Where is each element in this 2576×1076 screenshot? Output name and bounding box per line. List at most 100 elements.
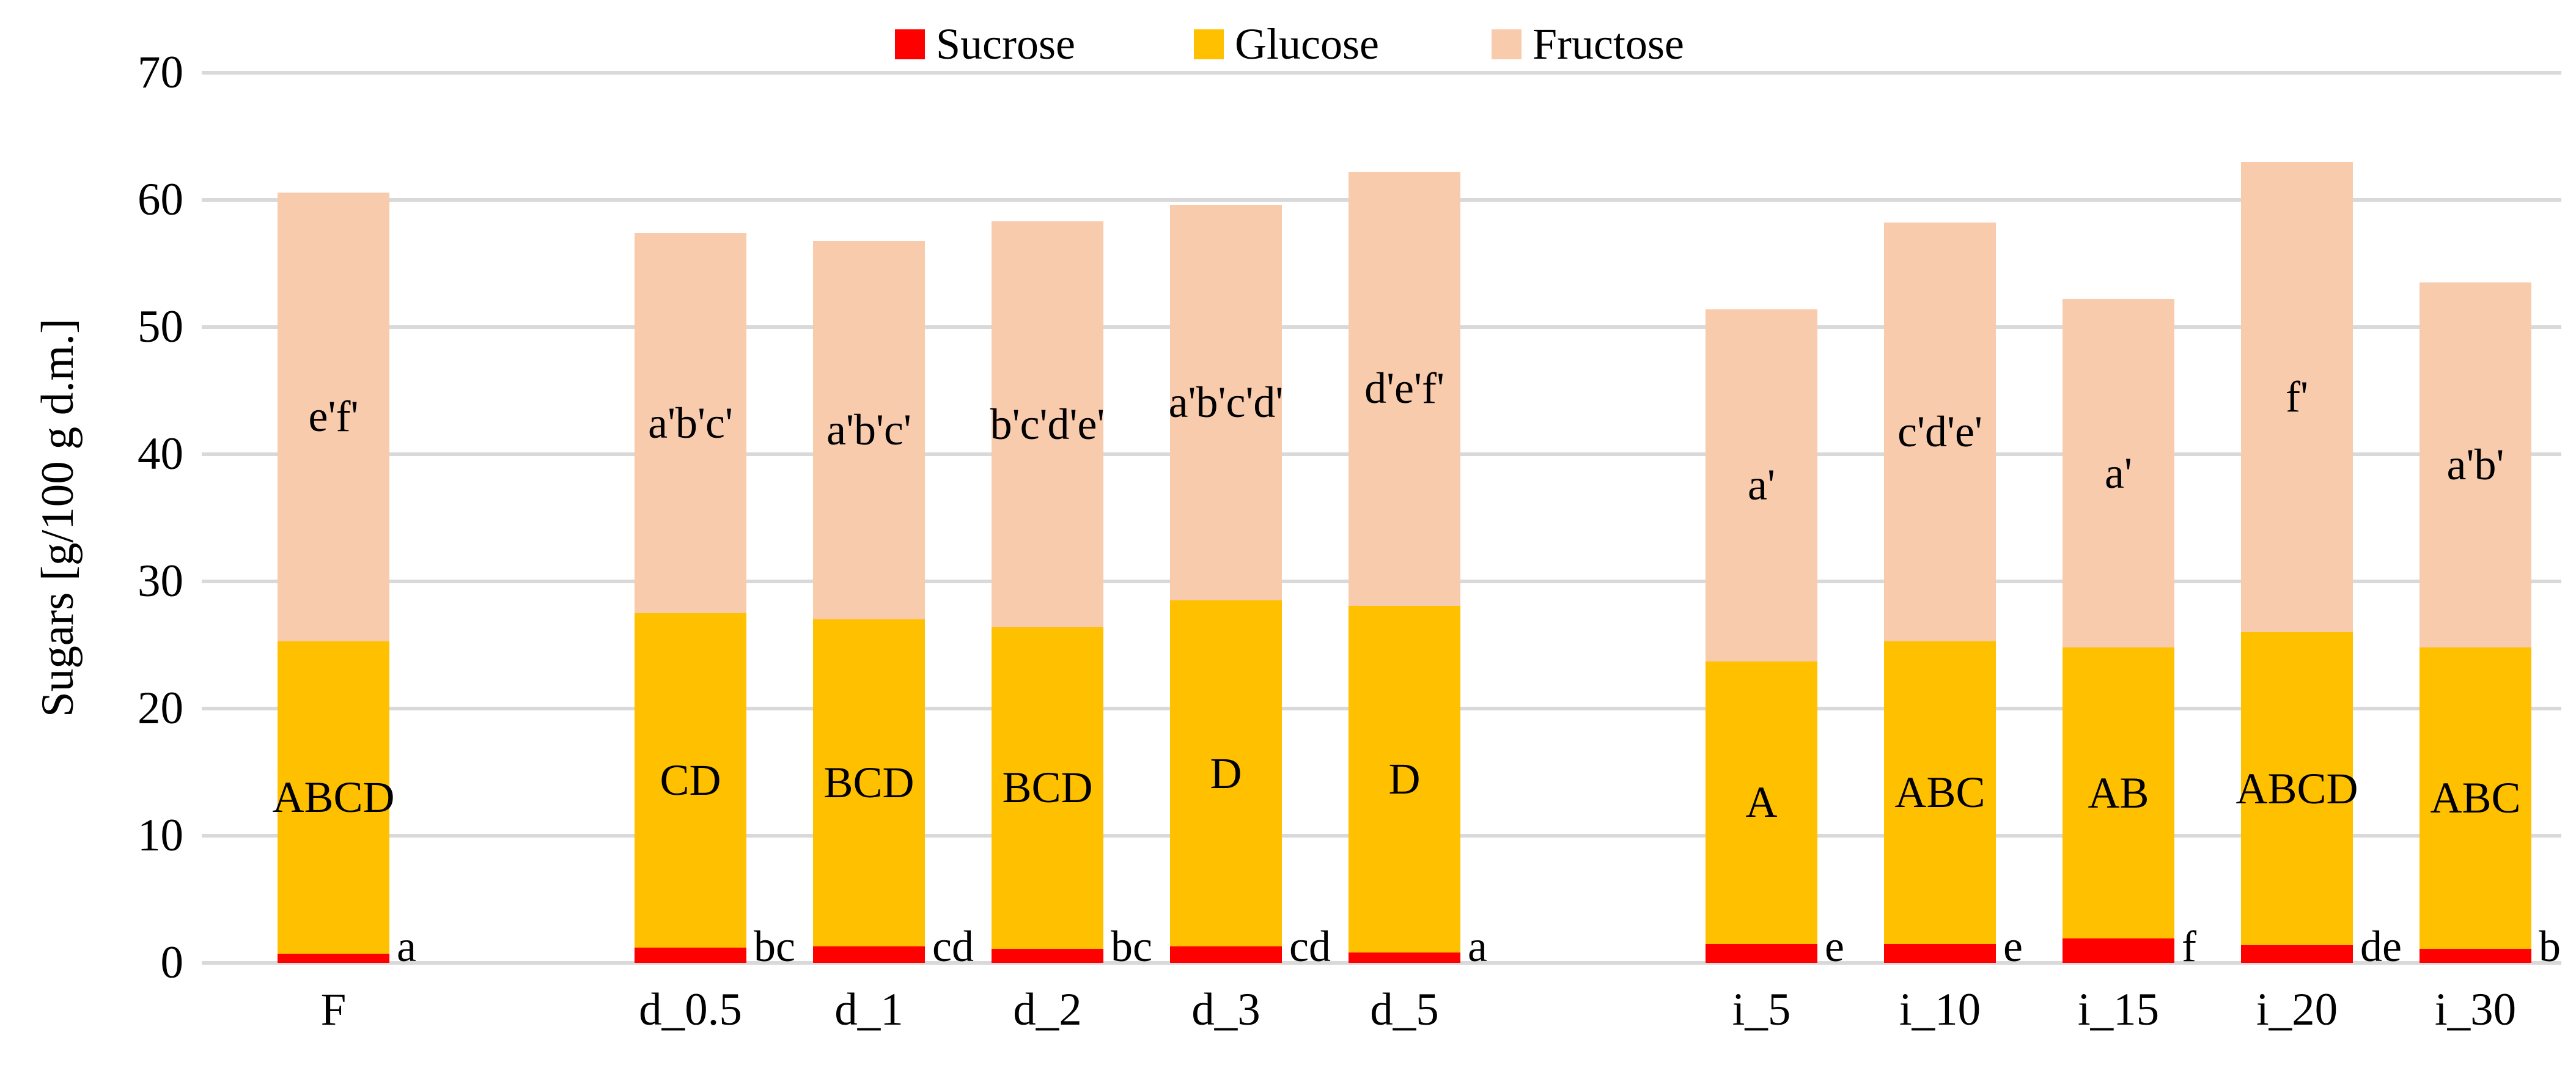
sucrose-significance-label: e [2003,922,2023,971]
sucrose-significance-label: bc [754,922,795,971]
segment-label-fructose: a'b'c' [648,398,733,448]
legend-swatch-glucose [1194,29,1224,59]
segment-label-glucose: BCD [1002,763,1093,813]
bar-segment-fructose: a'b'c'd' [1168,205,1284,601]
bar-segment-sucrose [635,948,746,963]
legend-label: Fructose [1533,20,1684,68]
x-axis-label: d_0.5 [639,984,742,1035]
bar-segment-fructose: a' [1706,309,1817,662]
x-axis-label: d_5 [1370,984,1439,1035]
bar-segment-fructose: a'b'c' [813,240,925,620]
bar-segment-fructose: f' [2241,161,2353,633]
x-axis-label: i_10 [1899,984,1981,1035]
segment-label-glucose: A [1745,778,1778,827]
sucrose-significance-label: f [2182,922,2196,971]
bar-segment-glucose: D [1170,600,1282,946]
legend-swatch-fructose [1492,29,1522,59]
sucrose-significance-label: de [2360,922,2402,971]
legend-item-glucose: Glucose [1194,20,1379,68]
segment-label-fructose: a'b' [2446,440,2504,490]
legend-swatch-sucrose [895,29,925,59]
bar-segment-glucose: CD [635,613,746,948]
sucrose-significance-label: e [1825,922,1844,971]
sucrose-significance-label: bc [1111,922,1152,971]
segment-label-glucose: ABCD [2236,764,2358,813]
bar-segment-sucrose [2241,945,2353,963]
bar-segment-glucose: BCD [992,627,1103,949]
bar-segment-fructose: e'f' [278,192,389,641]
y-axis-title: Sugars [g/100 g d.m.] [32,318,83,718]
bar-d_1: BCD a'b'c' [813,240,925,963]
y-axis-tick-label: 60 [138,174,183,225]
segment-label-glucose: D [1210,748,1242,798]
bar-segment-glucose: D [1349,605,1460,953]
segment-label-glucose: AB [2088,768,2149,817]
segment-label-fructose: f' [2286,372,2308,421]
bar-d_2: BCD b'c'd'e' [990,221,1105,963]
bar-segment-sucrose [1706,943,1817,963]
bar-i_10: ABC c'd'e' [1884,223,1996,963]
legend-item-sucrose: Sucrose [895,20,1075,68]
bar-segment-glucose: ABC [2420,647,2531,949]
x-axis-label: i_15 [2077,984,2160,1035]
bar-i_30: ABC a'b' [2420,282,2531,963]
y-axis-tick-label: 0 [160,937,184,988]
segment-label-glucose: BCD [823,758,914,808]
segment-label-fructose: a'b'c' [826,405,911,454]
x-axis-label: i_20 [2256,984,2338,1035]
sucrose-significance-label: b [2539,922,2561,971]
bar-segment-fructose: b'c'd'e' [990,221,1105,627]
legend-item-fructose: Fructose [1492,20,1684,68]
bar-segment-glucose: ABCD [2236,632,2358,945]
segment-label-glucose: D [1388,754,1421,803]
bar-i_20: ABCD f' [2236,161,2358,963]
y-axis-tick-label: 70 [138,47,183,98]
bar-d_0.5: CD a'b'c' [635,233,746,963]
gridline [202,71,2561,75]
bar-segment-fructose: a' [2063,299,2174,648]
bar-segment-fructose: a'b'c' [635,233,746,613]
bar-segment-sucrose [2063,938,2174,963]
bar-segment-glucose: ABCD [272,641,395,954]
x-axis-label: d_1 [834,984,903,1035]
sucrose-significance-label: a [397,922,416,971]
x-axis-label: i_5 [1732,984,1791,1035]
segment-label-fructose: a'b'c'd' [1168,378,1284,427]
sucrose-significance-label: cd [932,922,974,971]
sucrose-significance-label: a [1468,922,1487,971]
bar-segment-sucrose [278,954,389,963]
segment-label-glucose: ABCD [272,773,395,822]
segment-label-fructose: e'f' [308,392,359,441]
y-axis-tick-label: 50 [138,301,183,352]
bar-i_15: AB a' [2063,299,2174,963]
y-axis-tick-label: 20 [138,683,183,734]
bar-segment-fructose: d'e'f' [1349,172,1460,606]
x-axis-label: i_30 [2434,984,2517,1035]
bar-segment-glucose: ABC [1884,641,1996,944]
gridline [202,961,2561,965]
legend-label: Sucrose [936,20,1075,68]
bar-segment-sucrose [1170,946,1282,963]
bar-segment-glucose: BCD [813,619,925,946]
bar-segment-fructose: c'd'e' [1884,223,1996,641]
segment-label-fructose: a' [2105,448,2132,498]
bar-segment-sucrose [992,949,1103,963]
legend-label: Glucose [1235,20,1379,68]
segment-label-fructose: d'e'f' [1364,364,1444,413]
sucrose-significance-label: cd [1289,922,1331,971]
bar-segment-fructose: a'b' [2420,282,2531,648]
y-axis-tick-label: 10 [138,810,183,861]
y-axis-tick-label: 30 [138,556,183,606]
bar-segment-sucrose [1349,953,1460,963]
x-axis-label: d_2 [1013,984,1082,1035]
bar-segment-glucose: A [1706,661,1817,944]
x-axis-label: F [320,984,347,1035]
x-axis-label: d_3 [1191,984,1260,1035]
bar-segment-sucrose [2420,949,2531,963]
y-axis-tick-label: 40 [138,429,183,479]
segment-label-glucose: ABC [1894,767,1985,817]
